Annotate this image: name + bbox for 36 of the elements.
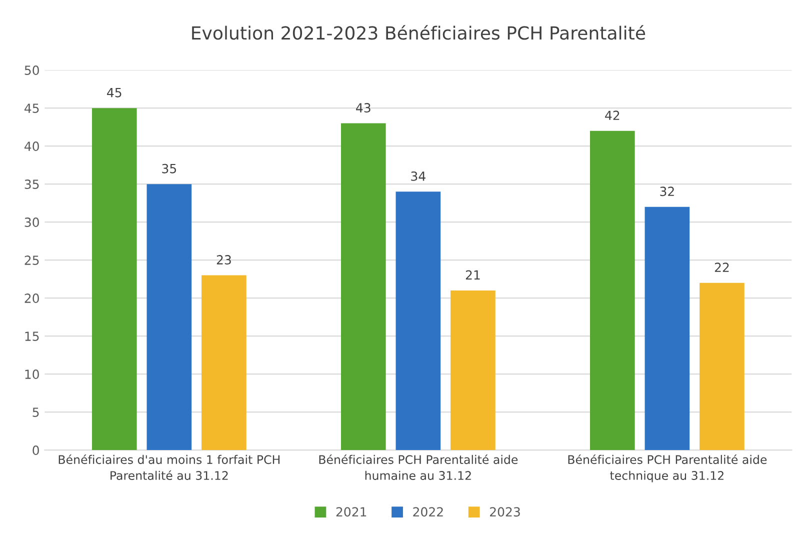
y-tick-label: 5 <box>32 408 39 417</box>
y-tick-label: 30 <box>24 218 39 227</box>
bar <box>340 123 386 450</box>
y-tick-label: 10 <box>25 370 39 379</box>
bar <box>396 192 441 450</box>
legend-label: 2023 <box>490 507 520 517</box>
bar <box>146 184 192 450</box>
data-label: 35 <box>162 164 176 174</box>
data-label: 45 <box>107 88 122 98</box>
data-label: 43 <box>356 103 370 113</box>
bar <box>92 108 137 450</box>
data-label: 34 <box>411 171 426 181</box>
bar <box>450 290 496 450</box>
y-tick-label: 15 <box>25 332 39 341</box>
bar <box>590 130 635 450</box>
y-tick-label: 40 <box>24 142 39 151</box>
y-tick-label: 35 <box>24 180 39 189</box>
y-tick-label: 50 <box>24 66 39 75</box>
bar <box>644 206 690 450</box>
bar <box>202 275 246 450</box>
legend-label: 2022 <box>413 507 443 517</box>
data-label: 21 <box>466 270 480 280</box>
data-label: 32 <box>660 186 674 196</box>
x-tick-label: Bénéficiaires PCH Parentalité aide humaine au 31.12 <box>319 454 518 480</box>
x-tick-label: Bénéficiaires PCH Parentalité aide technique au 31.12 <box>568 454 767 482</box>
data-label: 42 <box>605 110 620 120</box>
legend-label: 2021 <box>336 507 366 517</box>
data-label: 22 <box>714 262 729 272</box>
y-tick-label: 0 <box>32 446 39 455</box>
chart-title: Evolution 2021-2023 Bénéficiaires PCH Parentalité <box>192 25 646 40</box>
bar <box>700 282 744 450</box>
y-tick-label: 25 <box>24 256 39 265</box>
data-label: 23 <box>216 255 231 265</box>
y-tick-label: 45 <box>24 104 39 113</box>
x-tick-label: Bénéficiaires d'au moins 1 forfait PCH Parentalité au 31.12 <box>58 454 280 480</box>
y-tick-label: 20 <box>24 294 39 303</box>
